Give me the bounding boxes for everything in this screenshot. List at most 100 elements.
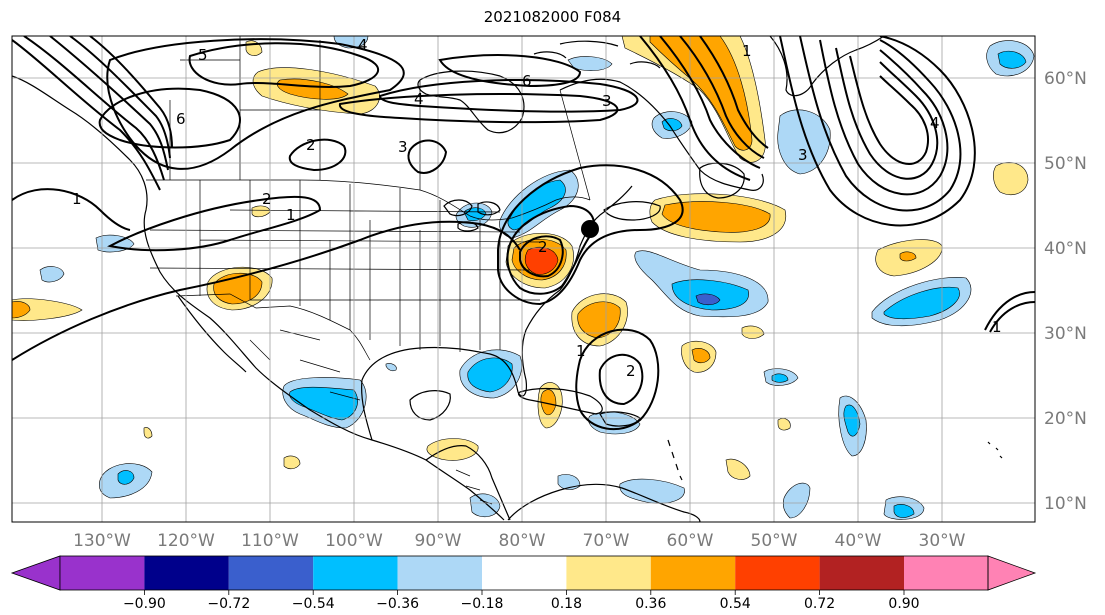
longitude-label: 100°W xyxy=(325,531,383,551)
latitude-label: 60°N xyxy=(1044,69,1087,89)
latitude-label: 20°N xyxy=(1044,409,1087,429)
latitude-label: 40°N xyxy=(1044,239,1087,259)
longitude-label: 70°W xyxy=(583,531,630,551)
negative-anomaly-labrador xyxy=(777,109,831,175)
contour-east-loop-5 xyxy=(849,55,929,165)
colorbar-segment xyxy=(482,556,567,590)
colorbar-extend-right xyxy=(987,555,1037,591)
contour-storm-outer xyxy=(497,164,684,306)
longitude-label: 90°W xyxy=(415,531,462,551)
lesser-antilles xyxy=(667,439,1003,481)
contour-label: 6 xyxy=(176,110,186,128)
positive-anomaly-pacific-core xyxy=(12,301,31,319)
central-america-coastline xyxy=(425,445,511,521)
negative-anomaly-south4 xyxy=(469,493,501,518)
positive-anomaly-east-core xyxy=(899,251,917,262)
labrador-coastline xyxy=(559,78,764,191)
arctic-islands-coastline xyxy=(533,40,661,69)
contour-label: 1 xyxy=(992,318,1002,336)
contour-label: 4 xyxy=(414,90,424,108)
contour-east-loop-4 xyxy=(835,47,939,180)
negative-anomaly-south xyxy=(619,478,685,504)
positive-anomaly-gulfstream-core xyxy=(577,301,621,339)
hudson-bay-coastline xyxy=(417,70,525,134)
colorbar-segment xyxy=(144,556,229,590)
map-title: 2021082000 F084 xyxy=(483,8,622,26)
positive-anomaly-far-east xyxy=(993,162,1029,195)
contour-label: 2 xyxy=(306,136,316,154)
colorbar-segment xyxy=(904,556,988,590)
longitude-label: 40°W xyxy=(835,531,882,551)
yucatan-coastline xyxy=(409,390,451,421)
us-canada-border xyxy=(146,179,591,221)
longitude-label: 120°W xyxy=(157,531,215,551)
positive-anomaly-pacific xyxy=(12,298,83,321)
colorbar-segment xyxy=(313,556,398,590)
contour-bermuda-inner xyxy=(598,354,644,406)
contour-east-loop-1 xyxy=(779,36,976,227)
contour-bermuda-outer xyxy=(575,328,660,430)
contour-label: 1 xyxy=(576,342,586,360)
contour-label: 2 xyxy=(626,362,636,380)
contour-greenland-1 xyxy=(639,36,751,181)
positive-anomaly-labrador-core xyxy=(649,36,753,151)
map-frame xyxy=(11,35,1036,523)
contour-long-1 xyxy=(12,220,521,361)
contour-1-right xyxy=(984,291,1035,331)
contour-upper-4 xyxy=(338,93,619,124)
colorbar-tick-label: 0.36 xyxy=(635,596,666,612)
contour-greenland-4 xyxy=(699,36,769,149)
colorbar-segment xyxy=(228,556,314,590)
colorbar-extend-left xyxy=(10,555,61,591)
negative-anomaly-south2-core xyxy=(893,504,915,518)
contour-upper-3 xyxy=(378,79,639,113)
colorbar-tick-label: 0.54 xyxy=(720,596,751,612)
contour-label: 4 xyxy=(358,36,368,54)
canada-province-lines xyxy=(169,36,591,201)
contour-greenland-3 xyxy=(679,36,765,159)
contour-storm-core xyxy=(519,235,564,278)
contour-label: 6 xyxy=(522,72,532,90)
contour-upper-5 xyxy=(438,54,582,88)
colorbar-segment xyxy=(819,556,904,590)
colorbar-tick-label: −0.36 xyxy=(376,596,419,612)
colorbar-tick-label: 0.90 xyxy=(888,596,919,612)
positive-anomaly-central-core xyxy=(691,348,711,364)
contour-label: 2 xyxy=(538,238,548,256)
contour-west-nested-3 xyxy=(49,36,169,171)
colorbar-segment xyxy=(397,556,482,590)
contour-greenland-2 xyxy=(659,36,761,169)
contour-storm-inner xyxy=(506,204,595,295)
colorbar-tick-label: 0.18 xyxy=(551,596,582,612)
latitude-label: 30°N xyxy=(1044,324,1087,344)
contour-west-nested-4 xyxy=(69,36,171,159)
contour-east-loop-3 xyxy=(819,39,949,196)
mexico-states xyxy=(249,329,361,401)
positive-anomaly-caribbean-core xyxy=(540,389,557,416)
positive-anomaly-honduras xyxy=(426,438,479,461)
longitude-label: 60°W xyxy=(667,531,714,551)
negative-anomaly-south-pacific-core xyxy=(117,470,135,485)
contour-west-nested-1 xyxy=(12,39,161,191)
positive-anomaly-canada-core xyxy=(277,78,349,100)
contour-ridge-6 xyxy=(98,87,241,149)
contour-label: 1 xyxy=(742,42,752,60)
newfoundland-coastline xyxy=(699,162,745,199)
baja-coastline xyxy=(177,295,247,373)
negative-anomaly-greenland-core xyxy=(997,50,1027,69)
negative-anomaly-gulf-core xyxy=(467,357,513,393)
contour-2-loop xyxy=(288,138,347,172)
political-borders xyxy=(146,36,591,505)
contour-lines xyxy=(12,36,1035,430)
cuba-coastline xyxy=(517,387,603,415)
contour-ridge-5 xyxy=(106,38,405,170)
contour-west-nested-5 xyxy=(89,36,173,149)
negative-anomaly-hudson2 xyxy=(567,56,613,71)
longitude-label: 130°W xyxy=(73,531,131,551)
negative-anomaly-pacific-small xyxy=(39,266,65,283)
negative-anomaly-east-core xyxy=(883,286,960,320)
gridlines xyxy=(12,36,1035,522)
contour-1-right2 xyxy=(989,301,1035,333)
longitude-label: 50°W xyxy=(751,531,798,551)
